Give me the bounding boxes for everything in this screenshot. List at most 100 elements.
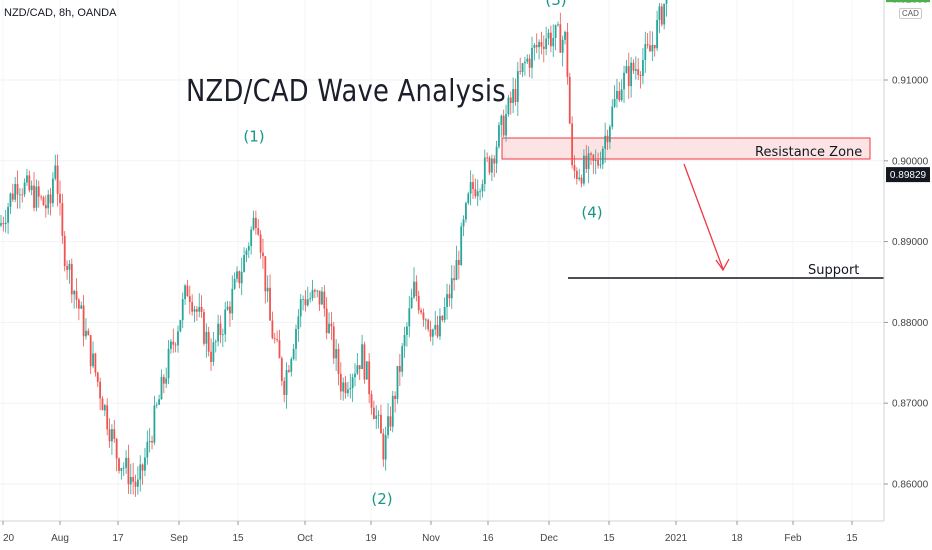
price-axis: 0.86000 0.87000 0.88000 0.89000 0.90000 0.910… bbox=[884, 0, 929, 491]
candle bbox=[557, 21, 559, 27]
candle bbox=[575, 167, 578, 185]
candle bbox=[573, 155, 576, 179]
y-tick-label: 0.92000 bbox=[892, 0, 929, 6]
candle bbox=[597, 152, 599, 169]
candle bbox=[429, 320, 432, 342]
candle bbox=[436, 315, 439, 339]
wave-label: (2) bbox=[371, 490, 392, 508]
x-tick-label: Feb bbox=[784, 533, 802, 544]
candle bbox=[158, 394, 161, 406]
candle bbox=[325, 297, 328, 340]
candle bbox=[238, 270, 241, 289]
candle bbox=[578, 168, 581, 182]
support-label: Support bbox=[808, 263, 859, 278]
candle bbox=[538, 39, 540, 60]
candle bbox=[269, 274, 271, 321]
candle bbox=[564, 30, 566, 45]
candle bbox=[120, 467, 123, 480]
currency-badge[interactable]: CAD bbox=[899, 8, 922, 19]
candle bbox=[568, 72, 571, 125]
candle bbox=[453, 265, 456, 291]
candle bbox=[155, 402, 158, 409]
candle bbox=[44, 195, 47, 218]
candle bbox=[389, 406, 392, 431]
x-tick-label: 20 bbox=[3, 533, 15, 544]
svg-text:0.92056: 0.92056 bbox=[890, 0, 927, 1]
candle bbox=[398, 353, 401, 387]
candle bbox=[361, 334, 363, 370]
candle bbox=[443, 297, 446, 323]
candle bbox=[162, 374, 165, 394]
candle bbox=[115, 437, 118, 472]
candle bbox=[160, 369, 163, 400]
wave-label: (3) bbox=[545, 0, 566, 9]
candle bbox=[181, 292, 184, 329]
candle bbox=[665, 0, 668, 17]
candle bbox=[174, 342, 177, 353]
candle bbox=[4, 209, 7, 233]
resistance-zone-box[interactable] bbox=[501, 137, 871, 160]
candle bbox=[516, 61, 519, 116]
candle bbox=[446, 283, 448, 320]
candle bbox=[630, 57, 633, 98]
candle bbox=[73, 289, 76, 309]
candle bbox=[606, 129, 609, 151]
candle bbox=[462, 215, 465, 237]
candle bbox=[486, 152, 489, 162]
projection-arrow[interactable] bbox=[683, 163, 730, 272]
symbol-label: NZD/CAD, 8h, OANDA bbox=[4, 7, 117, 19]
candle bbox=[533, 43, 536, 61]
candle bbox=[396, 365, 399, 404]
candle bbox=[198, 293, 201, 318]
candle bbox=[500, 114, 503, 138]
candle bbox=[304, 290, 307, 312]
candle bbox=[101, 396, 104, 411]
candle bbox=[113, 419, 116, 443]
candle bbox=[250, 226, 253, 255]
candle bbox=[587, 146, 590, 184]
candle bbox=[651, 31, 654, 62]
chart-title: NZD/CAD Wave Analysis bbox=[186, 74, 507, 109]
candle bbox=[273, 332, 276, 344]
resistance-zone-label: Resistance Zone bbox=[755, 145, 862, 160]
candle bbox=[365, 361, 368, 380]
candle bbox=[653, 44, 656, 57]
candle bbox=[129, 463, 132, 495]
x-tick-label: 2021 bbox=[665, 533, 688, 544]
candle bbox=[354, 363, 356, 387]
candle bbox=[219, 315, 222, 344]
candle bbox=[212, 331, 215, 366]
x-tick-label: 19 bbox=[365, 533, 377, 544]
candle bbox=[323, 285, 326, 317]
candle bbox=[214, 339, 217, 353]
candle bbox=[372, 400, 375, 420]
candle bbox=[188, 285, 191, 315]
candle bbox=[21, 188, 24, 203]
y-tick-label: 0.86000 bbox=[892, 480, 929, 491]
candle bbox=[347, 381, 349, 397]
candle bbox=[257, 219, 260, 236]
wave-labels: (1)(2)(3)(4)(5) bbox=[243, 0, 602, 508]
candle bbox=[592, 153, 595, 174]
candle bbox=[16, 170, 19, 209]
candle bbox=[422, 308, 425, 327]
candle bbox=[85, 318, 87, 340]
candle bbox=[139, 455, 142, 492]
candle bbox=[292, 344, 295, 361]
candle bbox=[200, 295, 203, 318]
candle bbox=[299, 293, 302, 328]
candle bbox=[415, 275, 418, 302]
candle bbox=[332, 321, 335, 364]
x-tick-label: Sep bbox=[170, 533, 188, 544]
candle bbox=[351, 373, 354, 402]
candle bbox=[585, 145, 588, 173]
candle bbox=[47, 189, 50, 215]
wave-label: (4) bbox=[581, 203, 602, 221]
candle bbox=[153, 395, 156, 445]
candle bbox=[288, 364, 290, 373]
candle bbox=[106, 398, 109, 436]
candle bbox=[547, 28, 550, 46]
candle bbox=[368, 353, 371, 404]
candle bbox=[467, 191, 470, 205]
